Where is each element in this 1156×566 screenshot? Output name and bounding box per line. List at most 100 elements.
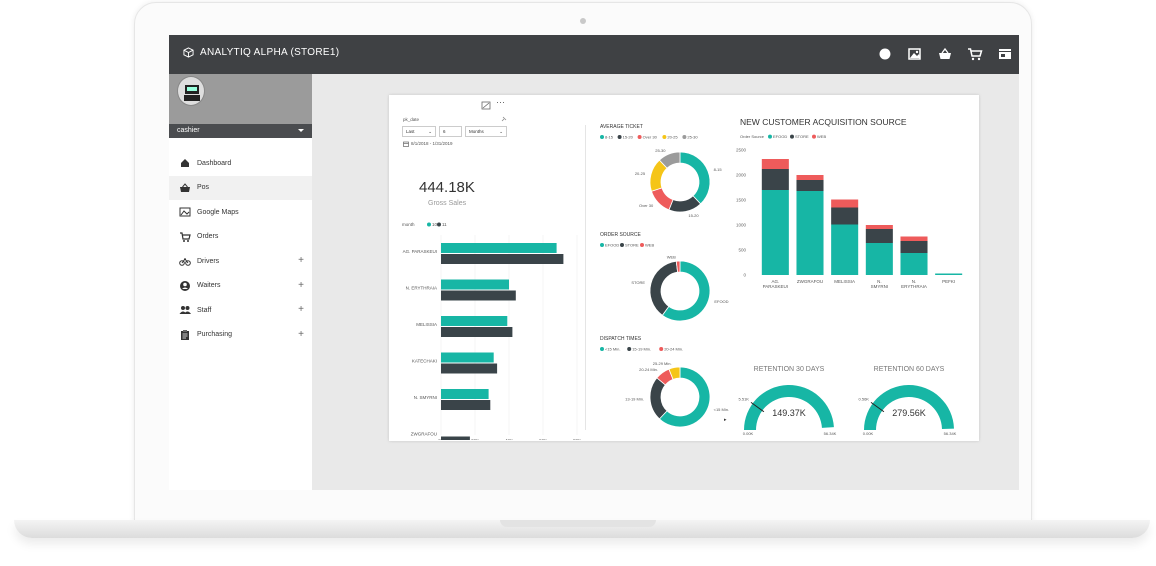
donut-slice (658, 151, 681, 169)
sidebar-item-pos[interactable]: Pos (169, 175, 312, 200)
sidebar-item-dashboard[interactable]: Dashboard (169, 151, 312, 176)
expand-icon[interactable]: + (298, 328, 304, 340)
gauge-marker-label: 0.56K (859, 396, 870, 401)
legend-label: 8-15 (605, 135, 614, 140)
category-label: N. ERYTHRAIA (901, 279, 927, 289)
sidebar-item-waiters[interactable]: Waiters + (169, 274, 312, 299)
donut-slice (649, 260, 679, 316)
brand[interactable]: ANALYTIQ ALPHA (STORE1) (183, 47, 339, 58)
retention-gauges: RETENTION 30 DAYS 5.51K 149.37K 0.00K 56.34K… (739, 366, 957, 436)
sidebar-item-label: Pos (197, 184, 210, 192)
category-label-line: PARASKEUI (763, 284, 788, 289)
category-label-line: MELISSIA (834, 279, 855, 284)
chart-title: NEW CUSTOMER ACQUISITION SOURCE (740, 117, 907, 127)
donut-title: AVERAGE TICKET (600, 124, 643, 130)
cart-icon[interactable] (967, 46, 983, 62)
category-label: MELISSIA (416, 322, 437, 327)
bar (441, 316, 508, 326)
sidebar-item-label: Staff (197, 306, 212, 314)
legend-label: 15-20 (623, 135, 634, 140)
cube-icon (183, 47, 194, 58)
bar (441, 279, 509, 290)
y-tick-label: 0 (743, 273, 746, 278)
expand-icon[interactable]: + (298, 304, 304, 315)
category-label: N. SMYRNI (414, 395, 437, 400)
pin-icon[interactable] (501, 116, 507, 122)
slice-label: 8-15 (714, 167, 723, 172)
legend-label: WEB (817, 134, 826, 139)
app-title: ANALYTIQ ALPHA (STORE1) (200, 47, 340, 58)
bar-segment (761, 169, 789, 190)
camera-icon (580, 18, 586, 24)
donut-title: ORDER SOURCE (600, 232, 642, 238)
slice-label: STORE (631, 280, 645, 285)
legend-marker (637, 135, 642, 139)
bar-segment (831, 207, 859, 225)
gross-sales-label: Gross Sales (428, 200, 467, 207)
slice-label: 15-20 (688, 213, 699, 218)
legend-label: EFOOD (605, 243, 619, 248)
legend-label: 20-24 Min. (664, 347, 683, 352)
y-tick-label: 1500 (736, 198, 747, 203)
gallery-icon[interactable] (907, 46, 923, 62)
slicer-count-input[interactable]: 6 (439, 126, 462, 137)
sidebar-item-drivers[interactable]: Drivers + (169, 249, 312, 274)
legend-title: month (402, 222, 415, 227)
toggle-icon[interactable] (877, 46, 893, 62)
slice-label: 13-19 Min. (625, 397, 644, 402)
basket-icon[interactable] (937, 46, 953, 62)
sidebar-item-label: Orders (197, 233, 219, 241)
legend-label: STORE (625, 243, 639, 248)
bar-segment (865, 225, 893, 229)
store-icon[interactable] (997, 46, 1013, 62)
legend-marker (768, 134, 772, 139)
map-icon (179, 206, 191, 218)
bar (441, 352, 494, 363)
gauge-max: 56.34K (944, 431, 957, 436)
sidebar-item-purchasing[interactable]: Purchasing + (169, 323, 312, 348)
legend-marker (427, 222, 431, 227)
legend-label: <15 Min. (605, 347, 620, 352)
bar (441, 389, 489, 399)
sidebar-item-orders[interactable]: Orders (169, 225, 312, 250)
legend-label: 20-25 (667, 135, 678, 140)
donut-slice (675, 260, 681, 273)
more-options-icon[interactable]: ··· (496, 97, 505, 107)
legend-marker (617, 135, 622, 139)
avatar[interactable] (177, 76, 205, 106)
sidebar-item-label: Dashboard (197, 159, 232, 167)
cash-register-icon (184, 85, 200, 101)
bar-segment (865, 229, 893, 243)
sidebar-item-staff[interactable]: Staff + (169, 298, 312, 323)
y-tick-label: 500 (738, 248, 746, 253)
legend-marker (600, 243, 604, 247)
scroll-arrow-icon[interactable]: ▸ (724, 417, 727, 423)
bar (441, 436, 470, 440)
gauge-min: 0.00K (743, 431, 754, 436)
focus-mode-icon[interactable] (481, 101, 491, 110)
legend-marker (659, 347, 664, 351)
laptop-notch (500, 520, 656, 527)
user-dropdown[interactable]: cashier (169, 124, 312, 138)
bar-segment (935, 273, 963, 275)
slicer-unit-select[interactable]: Months ⌄ (465, 126, 507, 137)
bike-icon (179, 255, 191, 267)
gauge-marker (750, 401, 765, 413)
bar (441, 290, 516, 301)
slicer-range: 8/1/2018 - 1/31/2019 (411, 141, 453, 146)
gauge-value: 279.56K (892, 408, 926, 418)
donut-charts: AVERAGE TICKET 8-15 15-20 Over 30 20-25 25-30… (600, 124, 729, 428)
expand-icon[interactable]: + (298, 255, 304, 266)
legend-title: Order Source (740, 134, 765, 139)
slice-label: 20-25 (635, 171, 646, 176)
x-tick-label: 60K (539, 438, 547, 440)
legend-label: WEB (645, 243, 654, 248)
category-label-line: PEFKI (942, 279, 955, 284)
donut-slice (679, 151, 711, 205)
legend-marker (620, 243, 624, 247)
chevron-down-icon (298, 129, 304, 132)
slicer-mode-select[interactable]: Last ⌄ (402, 126, 436, 137)
expand-icon[interactable]: + (298, 279, 304, 291)
sidebar-item-google-maps[interactable]: Google Maps (169, 200, 312, 225)
